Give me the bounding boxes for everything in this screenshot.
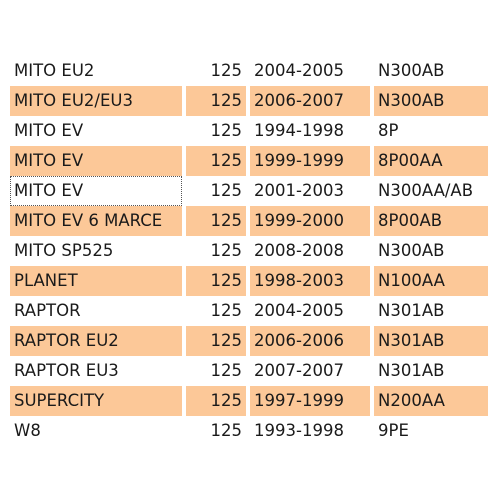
cc-cell: 125 bbox=[186, 356, 246, 386]
years-cell: 2004-2005 bbox=[250, 296, 370, 326]
model-cell: MITO EV bbox=[10, 116, 182, 146]
cc-cell: 125 bbox=[186, 56, 246, 86]
years-cell: 1994-1998 bbox=[250, 116, 370, 146]
code-cell: 8P00AB bbox=[374, 206, 488, 236]
table-row[interactable]: MITO EV 125 2001-2003 N300AA/AB bbox=[10, 176, 488, 206]
cc-cell: 125 bbox=[186, 326, 246, 356]
code-cell: N300AB bbox=[374, 86, 488, 116]
model-cell: MITO SP525 bbox=[10, 236, 182, 266]
cc-cell: 125 bbox=[186, 116, 246, 146]
years-cell: 1999-1999 bbox=[250, 146, 370, 176]
cc-cell: 125 bbox=[186, 86, 246, 116]
model-cell: RAPTOR EU2 bbox=[10, 326, 182, 356]
table-row[interactable]: SUPERCITY 125 1997-1999 N200AA bbox=[10, 386, 488, 416]
code-cell: N100AA bbox=[374, 266, 488, 296]
code-cell: 8P00AA bbox=[374, 146, 488, 176]
years-cell: 1997-1999 bbox=[250, 386, 370, 416]
years-cell: 2006-2007 bbox=[250, 86, 370, 116]
table-row[interactable]: MITO EV 6 MARCE 125 1999-2000 8P00AB bbox=[10, 206, 488, 236]
years-cell: 2004-2005 bbox=[250, 56, 370, 86]
table-row[interactable]: RAPTOR 125 2004-2005 N301AB bbox=[10, 296, 488, 326]
code-cell: 9PE bbox=[374, 416, 488, 446]
years-cell: 2007-2007 bbox=[250, 356, 370, 386]
code-cell: N200AA bbox=[374, 386, 488, 416]
compatibility-table: MITO EU2 125 2004-2005 N300AB MITO EU2/EU3 12… bbox=[10, 56, 488, 446]
code-cell: 8P bbox=[374, 116, 488, 146]
table-row[interactable]: MITO EV 125 1994-1998 8P bbox=[10, 116, 488, 146]
model-cell: W8 bbox=[10, 416, 182, 446]
table-row[interactable]: RAPTOR EU3 125 2007-2007 N301AB bbox=[10, 356, 488, 386]
cc-cell: 125 bbox=[186, 176, 246, 206]
model-cell: PLANET bbox=[10, 266, 182, 296]
model-cell: MITO EV 6 MARCE bbox=[10, 206, 182, 236]
table-row[interactable]: MITO SP525 125 2008-2008 N300AB bbox=[10, 236, 488, 266]
table-row[interactable]: W8 125 1993-1998 9PE bbox=[10, 416, 488, 446]
code-cell: N300AB bbox=[374, 56, 488, 86]
table-row[interactable]: MITO EU2 125 2004-2005 N300AB bbox=[10, 56, 488, 86]
years-cell: 1993-1998 bbox=[250, 416, 370, 446]
model-cell: RAPTOR bbox=[10, 296, 182, 326]
cc-cell: 125 bbox=[186, 206, 246, 236]
years-cell: 2001-2003 bbox=[250, 176, 370, 206]
code-cell: N301AB bbox=[374, 356, 488, 386]
code-cell: N300AB bbox=[374, 236, 488, 266]
model-cell: RAPTOR EU3 bbox=[10, 356, 182, 386]
table-row[interactable]: RAPTOR EU2 125 2006-2006 N301AB bbox=[10, 326, 488, 356]
model-cell: MITO EU2/EU3 bbox=[10, 86, 182, 116]
cc-cell: 125 bbox=[186, 266, 246, 296]
table-row[interactable]: MITO EV 125 1999-1999 8P00AA bbox=[10, 146, 488, 176]
years-cell: 1998-2003 bbox=[250, 266, 370, 296]
model-cell: MITO EV bbox=[10, 176, 182, 206]
table-row[interactable]: PLANET 125 1998-2003 N100AA bbox=[10, 266, 488, 296]
table-row[interactable]: MITO EU2/EU3 125 2006-2007 N300AB bbox=[10, 86, 488, 116]
cc-cell: 125 bbox=[186, 416, 246, 446]
code-cell: N301AB bbox=[374, 326, 488, 356]
cc-cell: 125 bbox=[186, 296, 246, 326]
years-cell: 1999-2000 bbox=[250, 206, 370, 236]
model-cell: MITO EV bbox=[10, 146, 182, 176]
cc-cell: 125 bbox=[186, 386, 246, 416]
model-cell: SUPERCITY bbox=[10, 386, 182, 416]
years-cell: 2006-2006 bbox=[250, 326, 370, 356]
code-cell: N301AB bbox=[374, 296, 488, 326]
years-cell: 2008-2008 bbox=[250, 236, 370, 266]
cc-cell: 125 bbox=[186, 146, 246, 176]
model-cell: MITO EU2 bbox=[10, 56, 182, 86]
code-cell: N300AA/AB bbox=[374, 176, 488, 206]
cc-cell: 125 bbox=[186, 236, 246, 266]
